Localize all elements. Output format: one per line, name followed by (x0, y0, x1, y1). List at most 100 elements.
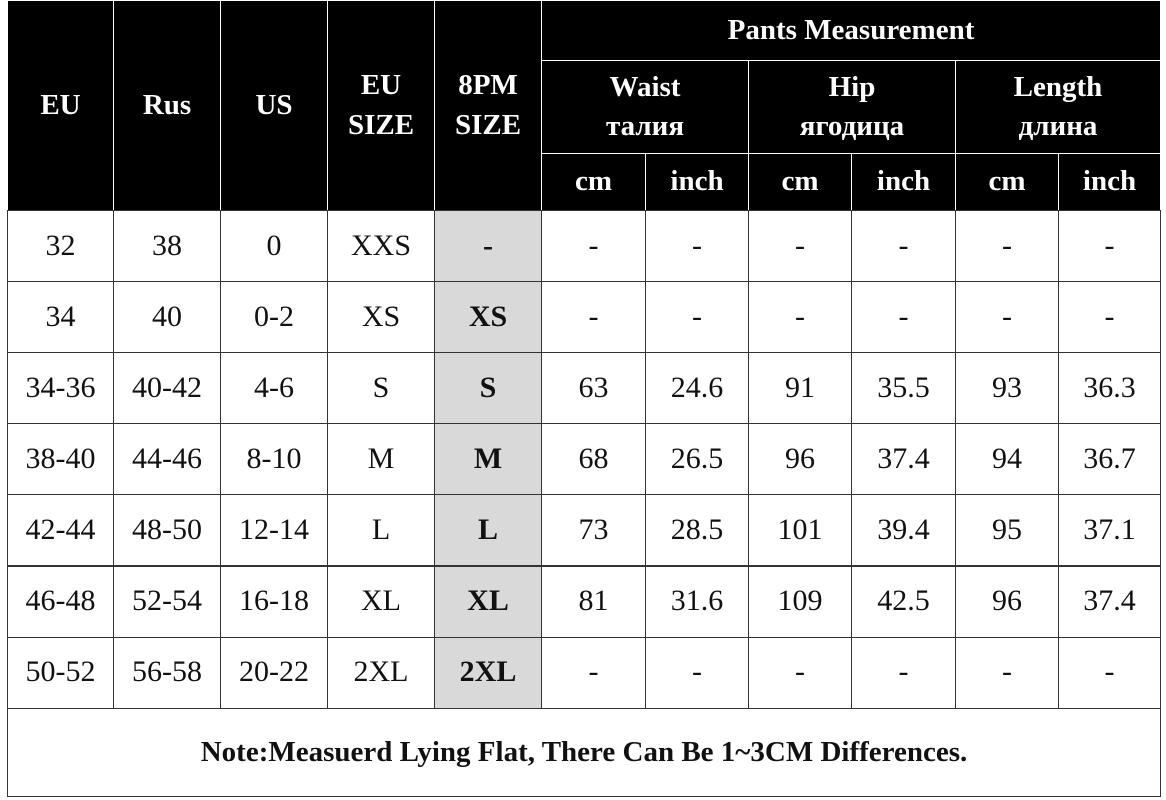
table-cell: 37.1 (1058, 494, 1161, 567)
cell-text: XS (468, 299, 508, 333)
cell-text: 12-14 (239, 513, 309, 547)
cell-text: - (1104, 299, 1115, 333)
header-cell: EU (7, 0, 114, 211)
measure-header: Length длина (955, 60, 1161, 154)
cell-text: 95 (992, 513, 1022, 547)
cell-text: - (483, 228, 493, 262)
cell-text: 35.5 (877, 370, 930, 404)
cell-text: 0-2 (254, 299, 294, 333)
cell-text: 37.4 (877, 442, 930, 476)
cell-text: 4-6 (254, 370, 294, 404)
table-cell: - (955, 636, 1059, 709)
cell-text: - (588, 228, 599, 262)
table-cell: XS (434, 281, 542, 354)
cell-text: 96 (785, 442, 815, 476)
table-cell: 2XL (434, 636, 542, 709)
table-cell: 24.6 (645, 352, 749, 425)
cell-text: 28.5 (670, 513, 724, 547)
table-cell: 96 (748, 423, 852, 496)
cell-text: 50-52 (25, 655, 96, 689)
cell-text: L (477, 513, 498, 547)
cell-text: Length (1013, 70, 1103, 103)
table-cell: 38-40 (7, 423, 114, 496)
cell-text: - (795, 655, 805, 689)
table-cell: M (327, 423, 435, 496)
cell-text: 8PM (458, 69, 518, 102)
table-cell: 73 (541, 494, 646, 567)
table-cell: 50-52 (7, 636, 114, 709)
table-cell: - (748, 210, 852, 283)
table-cell: S (434, 352, 542, 425)
table-cell: 39.4 (851, 494, 956, 567)
cell-text: - (898, 299, 909, 333)
cell-text: Hip (828, 70, 876, 103)
table-cell: - (541, 210, 646, 283)
table-cell: L (434, 494, 542, 567)
cell-text: Rus (142, 88, 192, 121)
measure-header: Hip ягодица (748, 60, 956, 154)
table-cell: - (955, 281, 1059, 354)
cell-text: 2XL (459, 655, 517, 689)
table-cell: 38 (113, 210, 221, 283)
cell-text: M (367, 442, 395, 476)
cell-text: 81 (578, 584, 609, 618)
cell-text: - (588, 299, 599, 333)
cell-text: XL (361, 584, 401, 618)
cell-text: 109 (777, 584, 823, 618)
header-cell: Rus (113, 0, 221, 211)
table-cell: 26.5 (645, 423, 749, 496)
cell-text: 56-58 (132, 655, 202, 689)
table-cell: 94 (955, 423, 1059, 496)
table-cell: M (434, 423, 542, 496)
table-cell: 42-44 (7, 494, 114, 567)
unit-header: inch (851, 153, 956, 211)
table-cell: 4-6 (220, 352, 328, 425)
table-cell: 0 (220, 210, 328, 283)
table-cell: - (434, 210, 542, 283)
cell-text: 96 (992, 584, 1022, 618)
cell-text: SIZE (347, 108, 415, 141)
cell-text: ягодица (799, 110, 905, 142)
cell-text: US (255, 88, 293, 121)
cell-text: - (588, 655, 599, 689)
table-cell: - (541, 281, 646, 354)
table-cell: - (645, 281, 749, 354)
cell-text: 37.1 (1083, 513, 1136, 547)
cell-text: - (1002, 228, 1012, 262)
table-cell: 36.3 (1058, 352, 1161, 425)
table-cell: 42.5 (851, 565, 956, 638)
cell-text: талия (605, 110, 685, 142)
table-cell: 35.5 (851, 352, 956, 425)
table-cell: - (645, 636, 749, 709)
header-cell: EU SIZE (327, 0, 435, 211)
table-cell: 2XL (327, 636, 435, 709)
cell-text: XL (467, 584, 509, 618)
cell-text: cm (988, 165, 1026, 198)
cell-text: S (372, 370, 390, 404)
measure-header: Waist талия (541, 60, 749, 154)
table-cell: - (748, 281, 852, 354)
cell-text: 0 (266, 228, 282, 262)
table-cell: XL (434, 565, 542, 638)
table-cell: 20-22 (220, 636, 328, 709)
unit-header: inch (645, 153, 749, 211)
cell-text: 31.6 (670, 584, 724, 618)
table-cell: 109 (748, 565, 852, 638)
cell-text: Waist (609, 70, 681, 103)
table-cell: 36.7 (1058, 423, 1161, 496)
cell-text: 52-54 (132, 584, 202, 618)
cell-text: 42-44 (25, 513, 96, 547)
cell-text: - (1002, 299, 1012, 333)
table-cell: 81 (541, 565, 646, 638)
cell-text: Pants Measurement (727, 13, 975, 46)
table-cell: 37.4 (1058, 565, 1161, 638)
cell-text: EU (40, 88, 81, 121)
cell-text: cm (781, 165, 819, 198)
cell-text: - (795, 299, 805, 333)
table-cell: XS (327, 281, 435, 354)
cell-text: L (371, 513, 391, 547)
cell-text: 34 (45, 299, 76, 333)
table-cell: - (541, 636, 646, 709)
cell-text: 68 (578, 442, 609, 476)
table-cell: - (748, 636, 852, 709)
